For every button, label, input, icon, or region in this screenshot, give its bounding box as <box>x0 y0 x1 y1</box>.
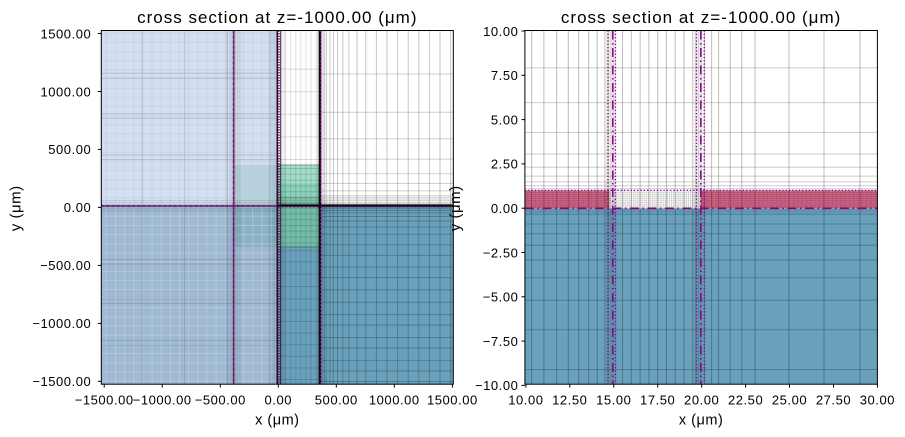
svg-text:17.50: 17.50 <box>640 393 675 408</box>
svg-text:x (μm): x (μm) <box>679 413 723 429</box>
svg-text:−500.00: −500.00 <box>195 393 246 408</box>
svg-text:1000.00: 1000.00 <box>369 393 420 408</box>
svg-text:0.00: 0.00 <box>491 201 519 216</box>
svg-text:cross section at z=-1000.00 (μ: cross section at z=-1000.00 (μm) <box>561 8 841 27</box>
svg-text:y (μm): y (μm) <box>8 185 25 231</box>
svg-text:−1500.00: −1500.00 <box>75 393 134 408</box>
svg-text:20.00: 20.00 <box>684 393 719 408</box>
svg-text:−1500.00: −1500.00 <box>32 374 91 389</box>
svg-text:−5.00: −5.00 <box>483 290 519 305</box>
svg-text:1500.00: 1500.00 <box>40 26 91 41</box>
svg-text:5.00: 5.00 <box>491 112 519 127</box>
svg-text:y (μm): y (μm) <box>447 185 464 231</box>
svg-text:x (μm): x (μm) <box>255 413 299 429</box>
svg-text:0.00: 0.00 <box>265 393 293 408</box>
svg-text:22.50: 22.50 <box>728 393 763 408</box>
svg-text:−2.50: −2.50 <box>483 245 519 260</box>
svg-text:1500.00: 1500.00 <box>427 393 478 408</box>
svg-text:500.00: 500.00 <box>315 393 358 408</box>
svg-text:10.00: 10.00 <box>483 24 518 39</box>
svg-text:−7.50: −7.50 <box>483 334 519 349</box>
svg-text:25.00: 25.00 <box>772 393 807 408</box>
svg-text:500.00: 500.00 <box>48 142 91 157</box>
svg-text:−500.00: −500.00 <box>40 258 91 273</box>
svg-text:1000.00: 1000.00 <box>40 84 91 99</box>
svg-text:cross section at z=-1000.00 (μ: cross section at z=-1000.00 (μm) <box>137 8 417 27</box>
svg-text:30.00: 30.00 <box>860 393 895 408</box>
svg-text:0.00: 0.00 <box>64 200 92 215</box>
svg-text:−1000.00: −1000.00 <box>133 393 192 408</box>
svg-text:12.50: 12.50 <box>552 393 587 408</box>
svg-text:2.50: 2.50 <box>491 157 519 172</box>
svg-text:7.50: 7.50 <box>491 68 519 83</box>
svg-text:27.50: 27.50 <box>816 393 851 408</box>
svg-text:−10.00: −10.00 <box>475 378 518 393</box>
svg-text:15.00: 15.00 <box>596 393 631 408</box>
svg-text:−1000.00: −1000.00 <box>32 316 91 331</box>
svg-text:10.00: 10.00 <box>508 393 543 408</box>
